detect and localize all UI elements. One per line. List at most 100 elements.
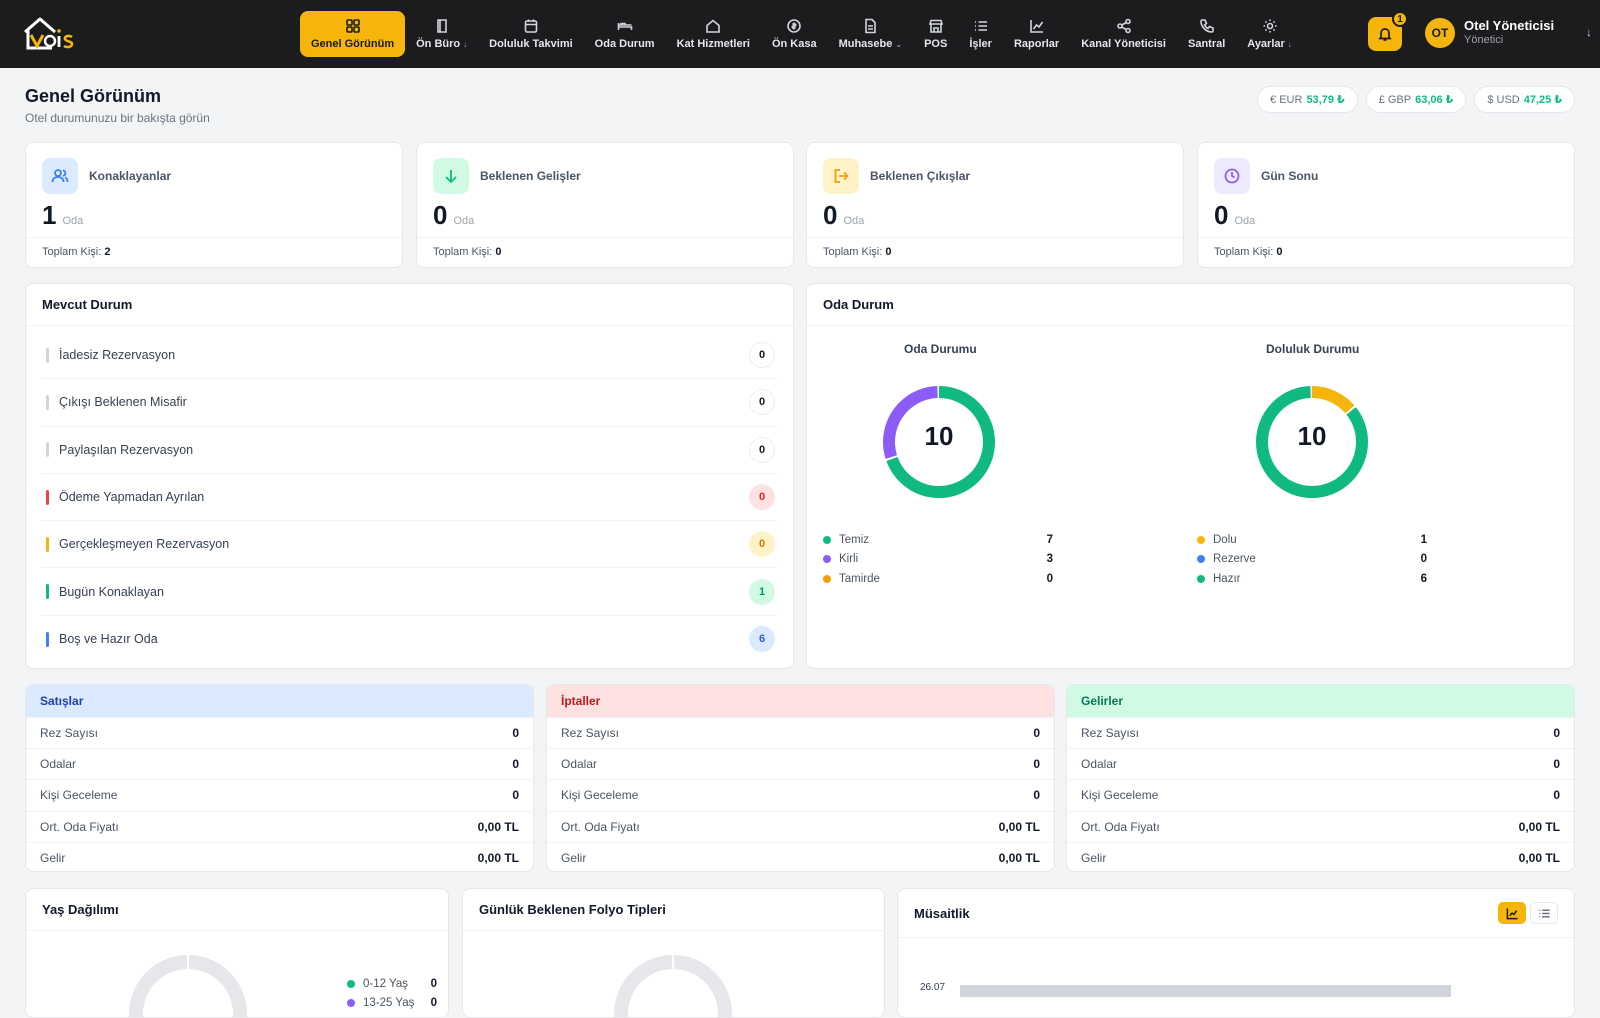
summary-row: Gelir 0,00 TL <box>26 841 533 871</box>
stat-unit: Oda <box>453 215 475 227</box>
summary-row: Kişi Geceleme 0 <box>26 779 533 810</box>
nav-doluluk-takvimi[interactable]: Doluluk Takvimi <box>478 11 584 57</box>
nav-santral[interactable]: Santral <box>1177 11 1236 57</box>
status-row[interactable]: Paylaşılan Rezervasyon 0 <box>42 427 777 474</box>
folio-types-panel: Günlük Beklenen Folyo Tipleri <box>462 888 885 1018</box>
donut-segment-dolu <box>1256 386 1368 498</box>
summary-label: Odalar <box>40 757 77 772</box>
legend-label: 13-25 Yaş <box>363 997 415 1010</box>
summary-value: 0 <box>1553 757 1560 772</box>
stat-foot-value: 0 <box>885 246 892 258</box>
age-donut-chart <box>129 955 247 1017</box>
summary-value: 0 <box>512 757 519 772</box>
status-row[interactable]: İadesiz Rezervasyon 0 <box>42 332 777 380</box>
currency-value: 53,79 ₺ <box>1306 94 1345 106</box>
summary-value: 0,00 TL <box>998 850 1040 865</box>
nav-label: POS <box>924 38 948 50</box>
summary-value: 0,00 TL <box>1518 819 1560 834</box>
summary-value: 0,00 TL <box>477 850 519 865</box>
nav-raporlar[interactable]: Raporlar <box>1003 11 1070 57</box>
stat-card-konaklayanlar[interactable]: Konaklayanlar 1 Oda Toplam Kişi: 2 <box>25 142 403 268</box>
status-color-bar <box>46 536 49 552</box>
legend-value: 3 <box>1046 553 1053 566</box>
store-icon <box>928 19 943 33</box>
list-icon <box>1538 909 1550 917</box>
stat-card-beklenen-cikislar[interactable]: Beklenen Çıkışlar 0 Oda Toplam Kişi: 0 <box>806 142 1184 268</box>
summary-value: 0 <box>1033 726 1040 741</box>
summary-row: Odalar 0 <box>1067 748 1574 779</box>
status-count-badge: 0 <box>749 531 775 558</box>
calendar-icon <box>524 19 538 33</box>
user-menu[interactable]: OT Otel Yöneticisi Yönetici ↓ <box>1425 18 1592 48</box>
summary-title: İptaller <box>547 685 1054 717</box>
line-chart-icon <box>1506 907 1518 919</box>
nav-ayarlar[interactable]: Ayarlar ↓ <box>1236 11 1303 57</box>
nav-kanal-yoneticisi[interactable]: Kanal Yöneticisi <box>1070 11 1177 57</box>
nav-on-buro[interactable]: Ön Büro ↓ <box>405 11 478 57</box>
chart-icon <box>1029 20 1043 33</box>
summary-row: Ort. Oda Fiyatı 0,00 TL <box>1067 810 1574 842</box>
nav-muhasebe[interactable]: Muhasebe ⌄ <box>828 11 914 57</box>
notifications-button[interactable]: 1 <box>1368 11 1408 51</box>
legend-dot <box>1197 555 1205 564</box>
main-nav: Genel Görünüm Ön Büro ↓ Doluluk Takvimi O… <box>300 11 1303 57</box>
panel-title: Müsaitlik <box>898 889 1574 938</box>
stat-card-gun-sonu[interactable]: Gün Sonu 0 Oda Toplam Kişi: 0 <box>1197 142 1575 268</box>
legend-dot <box>1197 535 1205 544</box>
status-row[interactable]: Ödeme Yapmadan Ayrılan 0 <box>42 474 777 522</box>
legend-item: Rezerve 0 <box>1197 550 1427 570</box>
legend-value: 0 <box>430 977 437 990</box>
currency-label: € EUR <box>1270 94 1303 106</box>
status-row[interactable]: Boş ve Hazır Oda 6 <box>42 616 777 663</box>
chart-view-toggle[interactable] <box>1498 902 1526 924</box>
nav-label: Ön Büro <box>416 38 461 50</box>
summary-row: Odalar 0 <box>26 748 533 779</box>
chevron-down-icon: ↓ <box>1287 40 1292 49</box>
nav-oda-durum[interactable]: Oda Durum <box>584 11 666 57</box>
stat-foot-value: 2 <box>104 246 111 258</box>
chevron-down-icon: ↓ <box>463 40 468 49</box>
donut-segment-hazır <box>1256 386 1368 498</box>
list-view-toggle[interactable] <box>1530 902 1558 924</box>
nav-isler[interactable]: İşler <box>958 11 1003 57</box>
status-row[interactable]: Bugün Konaklayan 1 <box>42 568 777 616</box>
nav-label: Muhasebe <box>838 38 893 50</box>
chevron-down-icon: ↓ <box>1586 27 1592 39</box>
summary-value: 0 <box>512 788 519 803</box>
grid-icon <box>345 19 360 33</box>
summary-row: Kişi Geceleme 0 <box>1067 779 1574 810</box>
stat-unit: Oda <box>1234 215 1256 227</box>
nav-genel-gorunum[interactable]: Genel Görünüm <box>300 11 406 57</box>
legend-dot <box>823 555 831 564</box>
nav-on-kasa[interactable]: Ön Kasa <box>761 11 828 57</box>
status-row[interactable]: Çıkışı Beklenen Misafir 0 <box>42 379 777 427</box>
stat-card-beklenen-gelisler[interactable]: Beklenen Gelişler 0 Oda Toplam Kişi: 0 <box>416 142 794 268</box>
home-icon <box>706 19 721 33</box>
age-distribution-panel: Yaş Dağılımı 0-12 Yaş 0 13-25 Yaş 0 <box>25 888 449 1018</box>
status-row[interactable]: Gerçekleşmeyen Rezervasyon 0 <box>42 521 777 569</box>
stat-foot-label: Toplam Kişi: <box>42 246 102 258</box>
summary-row: Gelir 0,00 TL <box>547 841 1054 871</box>
vois-logo[interactable] <box>22 16 80 52</box>
legend-value: 6 <box>1420 572 1427 585</box>
donut-segment-temiz <box>883 386 995 498</box>
status-label: Ödeme Yapmadan Ayrılan <box>59 490 205 505</box>
occupancy-donut-chart <box>1256 386 1368 498</box>
summary-row: Ort. Oda Fiyatı 0,00 TL <box>547 810 1054 842</box>
nav-kat-hizmetleri[interactable]: Kat Hizmetleri <box>666 11 761 57</box>
status-color-bar <box>46 584 49 600</box>
nav-pos[interactable]: POS <box>913 11 958 57</box>
summary-label: Rez Sayısı <box>40 726 99 741</box>
stat-value: 1 <box>42 200 57 230</box>
page-title: Genel Görünüm <box>25 86 162 106</box>
legend-item: 0-12 Yaş 0 <box>347 974 437 994</box>
stat-value: 0 <box>433 200 448 230</box>
summary-value: 0 <box>1553 726 1560 741</box>
stat-value: 0 <box>1214 200 1229 230</box>
summary-title: Satışlar <box>26 685 533 717</box>
status-count-badge: 1 <box>749 578 775 605</box>
status-label: Gerçekleşmeyen Rezervasyon <box>59 537 230 552</box>
summary-label: Rez Sayısı <box>561 726 620 741</box>
summary-label: Ort. Oda Fiyatı <box>1081 819 1160 834</box>
user-name: Otel Yöneticisi <box>1464 18 1555 33</box>
